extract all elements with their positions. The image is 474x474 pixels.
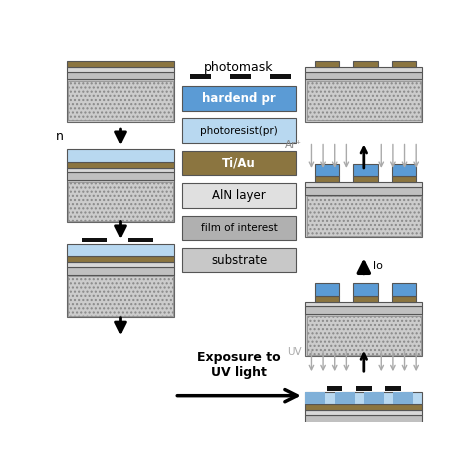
Bar bbox=[392, 283, 416, 296]
Text: AlN layer: AlN layer bbox=[212, 189, 266, 202]
Bar bbox=[128, 238, 153, 242]
Bar bbox=[66, 79, 174, 121]
Bar bbox=[66, 256, 174, 263]
Bar bbox=[182, 248, 296, 273]
Bar bbox=[230, 74, 251, 79]
Bar bbox=[66, 267, 174, 275]
Bar bbox=[182, 151, 296, 175]
Bar bbox=[66, 263, 174, 267]
Bar bbox=[66, 180, 174, 222]
Bar bbox=[270, 74, 292, 79]
Bar bbox=[392, 296, 416, 302]
Bar bbox=[393, 392, 413, 404]
Bar bbox=[305, 410, 422, 415]
Bar bbox=[182, 118, 296, 143]
Bar bbox=[335, 392, 355, 404]
Bar bbox=[305, 306, 422, 314]
Bar bbox=[353, 296, 378, 302]
Bar bbox=[385, 386, 401, 391]
Bar bbox=[315, 164, 339, 176]
Bar bbox=[305, 392, 422, 404]
Bar bbox=[66, 72, 174, 79]
Bar bbox=[315, 283, 339, 296]
Text: UV: UV bbox=[287, 347, 301, 357]
Text: lo: lo bbox=[373, 261, 383, 271]
Bar bbox=[66, 244, 174, 256]
Bar bbox=[364, 392, 384, 404]
Bar bbox=[353, 176, 378, 182]
Text: Ar⁺: Ar⁺ bbox=[284, 140, 301, 150]
Bar bbox=[305, 314, 422, 356]
Bar bbox=[392, 176, 416, 182]
Text: photoresist(pr): photoresist(pr) bbox=[200, 126, 278, 136]
Bar bbox=[182, 86, 296, 111]
Bar bbox=[305, 67, 422, 72]
Bar bbox=[305, 404, 422, 410]
Bar bbox=[66, 173, 174, 180]
Bar bbox=[392, 164, 416, 176]
Text: Exposure to
UV light: Exposure to UV light bbox=[197, 351, 281, 379]
Bar bbox=[66, 67, 174, 72]
Bar bbox=[66, 162, 174, 168]
Bar bbox=[353, 164, 378, 176]
Bar bbox=[353, 283, 378, 296]
Text: substrate: substrate bbox=[211, 254, 267, 267]
Bar bbox=[82, 238, 107, 242]
Bar bbox=[68, 81, 173, 120]
Bar bbox=[353, 61, 378, 67]
Bar bbox=[182, 216, 296, 240]
Text: photomask: photomask bbox=[204, 61, 274, 74]
Bar bbox=[307, 196, 421, 236]
Bar bbox=[315, 296, 339, 302]
Bar bbox=[66, 149, 174, 162]
Bar bbox=[305, 182, 422, 187]
Bar bbox=[307, 316, 421, 355]
Text: film of interest: film of interest bbox=[201, 223, 277, 233]
Bar bbox=[305, 187, 422, 195]
Bar bbox=[327, 386, 342, 391]
Bar bbox=[190, 74, 211, 79]
Bar bbox=[307, 81, 421, 120]
Bar bbox=[356, 386, 372, 391]
Text: hardend pr: hardend pr bbox=[202, 92, 276, 105]
Bar bbox=[315, 61, 339, 67]
Bar bbox=[66, 275, 174, 317]
Bar bbox=[305, 72, 422, 79]
Bar bbox=[68, 276, 173, 316]
Bar bbox=[305, 423, 422, 465]
Bar bbox=[305, 415, 422, 423]
Bar bbox=[66, 61, 174, 67]
Bar bbox=[66, 168, 174, 173]
Bar bbox=[305, 392, 325, 404]
Bar bbox=[392, 61, 416, 67]
Bar bbox=[305, 195, 422, 237]
Bar bbox=[305, 302, 422, 306]
Text: n: n bbox=[55, 130, 64, 144]
Bar bbox=[68, 182, 173, 221]
Bar bbox=[315, 176, 339, 182]
Text: Ti/Au: Ti/Au bbox=[222, 156, 256, 170]
Bar bbox=[307, 424, 421, 464]
Bar bbox=[182, 183, 296, 208]
Bar bbox=[305, 79, 422, 121]
